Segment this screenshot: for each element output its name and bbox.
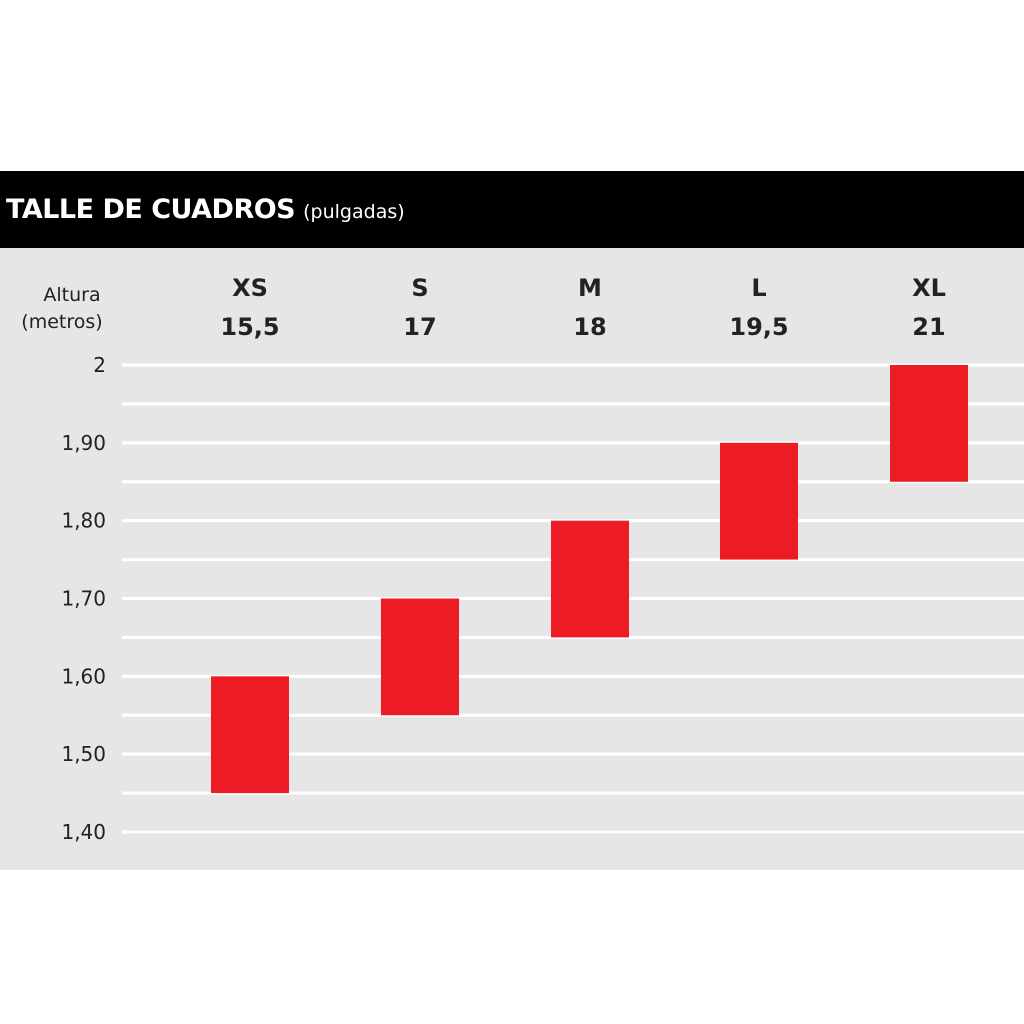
size-label: S <box>411 274 428 302</box>
y-tick-label: 1,80 <box>61 509 106 533</box>
y-tick-label: 1,40 <box>61 820 106 844</box>
y-tick-label: 2 <box>93 353 106 377</box>
inches-label: 19,5 <box>729 313 788 341</box>
inches-label: 21 <box>912 313 945 341</box>
y-tick-label: 1,60 <box>61 664 106 688</box>
inches-label: 15,5 <box>220 313 279 341</box>
bar-xs <box>211 676 289 794</box>
inches-label: 18 <box>573 313 606 341</box>
bar-m <box>551 520 629 638</box>
chart-title: TALLE DE CUADROS <box>6 194 296 225</box>
bar-s <box>381 598 459 716</box>
bar-l <box>720 442 798 560</box>
y-tick-label: 1,70 <box>61 587 106 611</box>
ylabel-line2: (metros) <box>21 311 102 333</box>
bars <box>211 365 968 794</box>
title-bar: TALLE DE CUADROS (pulgadas) <box>0 171 1024 248</box>
size-label: M <box>578 274 602 302</box>
inches-label: 17 <box>403 313 436 341</box>
y-tick-labels: 2 1,90 1,80 1,70 1,60 1,50 1,40 <box>61 353 106 844</box>
size-label: XS <box>232 274 268 302</box>
ylabel-line1: Altura <box>43 284 100 306</box>
column-headers: XS 15,5 S 17 M 18 L 19,5 XL 21 <box>220 274 946 341</box>
y-tick-label: 1,90 <box>61 431 106 455</box>
y-tick-label: 1,50 <box>61 742 106 766</box>
size-label: XL <box>912 274 946 302</box>
size-label: L <box>751 274 766 302</box>
bar-xl <box>890 365 968 482</box>
chart-subtitle: (pulgadas) <box>303 200 405 223</box>
